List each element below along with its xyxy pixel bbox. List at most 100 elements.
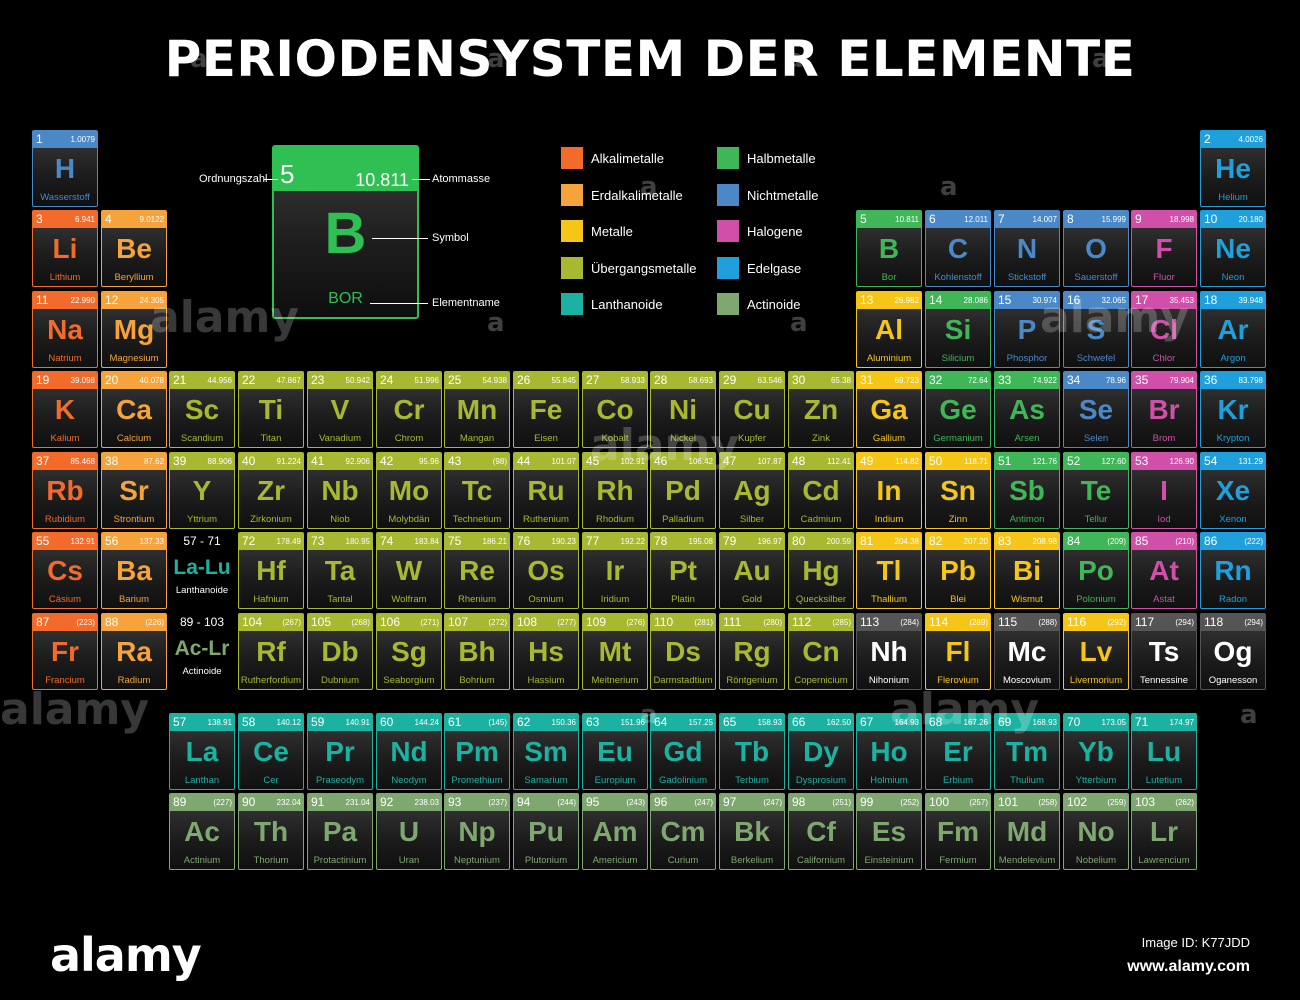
element-cell-w[interactable]: 74 183.84 W Wolfram [376, 532, 442, 609]
element-cell-au[interactable]: 79 196.97 Au Gold [719, 532, 785, 609]
element-cell-cu[interactable]: 29 63.546 Cu Kupfer [719, 371, 785, 448]
element-cell-tb[interactable]: 65 158.93 Tb Terbium [719, 713, 785, 790]
element-cell-gd[interactable]: 64 157.25 Gd Gadolinium [650, 713, 716, 790]
element-cell-ce[interactable]: 58 140.12 Ce Cer [238, 713, 304, 790]
element-cell-y[interactable]: 39 88.906 Y Yttrium [169, 452, 235, 529]
element-cell-nd[interactable]: 60 144.24 Nd Neodym [376, 713, 442, 790]
element-cell-p[interactable]: 15 30.974 P Phosphor [994, 291, 1060, 368]
element-cell-ra[interactable]: 88 (226) Ra Radium [101, 613, 167, 690]
element-cell-pd[interactable]: 46 106.42 Pd Palladium [650, 452, 716, 529]
element-cell-b[interactable]: 5 10.811 B Bor [856, 210, 922, 287]
element-cell-in[interactable]: 49 114.82 In Indium [856, 452, 922, 529]
element-cell-ba[interactable]: 56 137.33 Ba Barium [101, 532, 167, 609]
element-cell-xe[interactable]: 54 131.29 Xe Xenon [1200, 452, 1266, 529]
element-cell-bh[interactable]: 107 (272) Bh Bohrium [444, 613, 510, 690]
element-cell-np[interactable]: 93 (237) Np Neptunium [444, 793, 510, 870]
element-cell-yb[interactable]: 70 173.05 Yb Ytterbium [1063, 713, 1129, 790]
element-cell-u[interactable]: 92 238.03 U Uran [376, 793, 442, 870]
element-cell-la[interactable]: 57 138.91 La Lanthan [169, 713, 235, 790]
element-cell-cs[interactable]: 55 132.91 Cs Cäsium [32, 532, 98, 609]
element-cell-nb[interactable]: 41 92.906 Nb Niob [307, 452, 373, 529]
element-cell-nh[interactable]: 113 (284) Nh Nihonium [856, 613, 922, 690]
element-cell-mn[interactable]: 25 54.938 Mn Mangan [444, 371, 510, 448]
element-cell-ca[interactable]: 20 40.078 Ca Calcium [101, 371, 167, 448]
element-cell-he[interactable]: 2 4.0026 He Helium [1200, 130, 1266, 207]
element-cell-rh[interactable]: 45 102.91 Rh Rhodium [582, 452, 648, 529]
element-cell-cm[interactable]: 96 (247) Cm Curium [650, 793, 716, 870]
element-cell-co[interactable]: 27 58.933 Co Kobalt [582, 371, 648, 448]
element-cell-ir[interactable]: 77 192.22 Ir Iridium [582, 532, 648, 609]
element-cell-ga[interactable]: 31 69.723 Ga Gallium [856, 371, 922, 448]
element-cell-ti[interactable]: 22 47.867 Ti Titan [238, 371, 304, 448]
element-cell-rg[interactable]: 111 (280) Rg Röntgenium [719, 613, 785, 690]
element-cell-fm[interactable]: 100 (257) Fm Fermium [925, 793, 991, 870]
element-cell-tl[interactable]: 81 204.38 Tl Thallium [856, 532, 922, 609]
element-cell-lv[interactable]: 116 (292) Lv Livermorium [1063, 613, 1129, 690]
element-cell-bi[interactable]: 83 208.98 Bi Wismut [994, 532, 1060, 609]
element-cell-be[interactable]: 4 9.0122 Be Beryllium [101, 210, 167, 287]
element-cell-br[interactable]: 35 79.904 Br Brom [1131, 371, 1197, 448]
element-cell-sm[interactable]: 62 150.36 Sm Samarium [513, 713, 579, 790]
element-cell-pm[interactable]: 61 (145) Pm Promethium [444, 713, 510, 790]
element-cell-fe[interactable]: 26 55.845 Fe Eisen [513, 371, 579, 448]
element-cell-na[interactable]: 11 22.990 Na Natrium [32, 291, 98, 368]
element-cell-er[interactable]: 68 167.26 Er Erbium [925, 713, 991, 790]
element-cell-tm[interactable]: 69 168.93 Tm Thulium [994, 713, 1060, 790]
element-cell-zr[interactable]: 40 91.224 Zr Zirkonium [238, 452, 304, 529]
element-cell-sr[interactable]: 38 87.62 Sr Strontium [101, 452, 167, 529]
element-cell-es[interactable]: 99 (252) Es Einsteinium [856, 793, 922, 870]
element-cell-pb[interactable]: 82 207.20 Pb Blei [925, 532, 991, 609]
element-cell-n[interactable]: 7 14.007 N Stickstoff [994, 210, 1060, 287]
element-cell-sn[interactable]: 50 118.71 Sn Zinn [925, 452, 991, 529]
element-cell-se[interactable]: 34 78.96 Se Selen [1063, 371, 1129, 448]
element-cell-ag[interactable]: 47 107.87 Ag Silber [719, 452, 785, 529]
element-cell-h[interactable]: 1 1.0079 H Wasserstoff [32, 130, 98, 207]
element-cell-sc[interactable]: 21 44.956 Sc Scandium [169, 371, 235, 448]
element-cell-mg[interactable]: 12 24.305 Mg Magnesium [101, 291, 167, 368]
element-cell-s[interactable]: 16 32.065 S Schwefel [1063, 291, 1129, 368]
element-cell-te[interactable]: 52 127.60 Te Tellur [1063, 452, 1129, 529]
element-cell-dy[interactable]: 66 162.50 Dy Dysprosium [788, 713, 854, 790]
element-cell-cn[interactable]: 112 (285) Cn Copernicium [788, 613, 854, 690]
element-cell-pu[interactable]: 94 (244) Pu Plutonium [513, 793, 579, 870]
element-cell-li[interactable]: 3 6.941 Li Lithium [32, 210, 98, 287]
element-cell-no[interactable]: 102 (259) No Nobelium [1063, 793, 1129, 870]
element-cell-at[interactable]: 85 (210) At Astat [1131, 532, 1197, 609]
element-cell-hg[interactable]: 80 200.59 Hg Quecksilber [788, 532, 854, 609]
element-cell-c[interactable]: 6 12.011 C Kohlenstoff [925, 210, 991, 287]
element-cell-mo[interactable]: 42 95.96 Mo Molybdän [376, 452, 442, 529]
element-cell-ru[interactable]: 44 101.07 Ru Ruthenium [513, 452, 579, 529]
element-cell-ho[interactable]: 67 164.93 Ho Holmium [856, 713, 922, 790]
element-cell-lu[interactable]: 71 174.97 Lu Lutetium [1131, 713, 1197, 790]
element-cell-rf[interactable]: 104 (267) Rf Rutherfordium [238, 613, 304, 690]
element-cell-ds[interactable]: 110 (281) Ds Darmstadtium [650, 613, 716, 690]
element-cell-lr[interactable]: 103 (262) Lr Lawrencium [1131, 793, 1197, 870]
element-cell-k[interactable]: 19 39.098 K Kalium [32, 371, 98, 448]
element-cell-am[interactable]: 95 (243) Am Americium [582, 793, 648, 870]
element-cell-mc[interactable]: 115 (288) Mc Moscovium [994, 613, 1060, 690]
element-cell-si[interactable]: 14 28.086 Si Silicium [925, 291, 991, 368]
element-cell-ge[interactable]: 32 72.64 Ge Germanium [925, 371, 991, 448]
element-cell-ar[interactable]: 18 39.948 Ar Argon [1200, 291, 1266, 368]
element-cell-v[interactable]: 23 50.942 V Vanadium [307, 371, 373, 448]
element-cell-og[interactable]: 118 (294) Og Oganesson [1200, 613, 1266, 690]
element-cell-pt[interactable]: 78 195.08 Pt Platin [650, 532, 716, 609]
element-cell-hs[interactable]: 108 (277) Hs Hassium [513, 613, 579, 690]
element-cell-bk[interactable]: 97 (247) Bk Berkelium [719, 793, 785, 870]
element-cell-sg[interactable]: 106 (271) Sg Seaborgium [376, 613, 442, 690]
element-cell-cl[interactable]: 17 35.453 Cl Chlor [1131, 291, 1197, 368]
element-cell-cf[interactable]: 98 (251) Cf Californium [788, 793, 854, 870]
element-cell-al[interactable]: 13 26.982 Al Aluminium [856, 291, 922, 368]
element-cell-db[interactable]: 105 (268) Db Dubnium [307, 613, 373, 690]
element-cell-zn[interactable]: 30 65.38 Zn Zink [788, 371, 854, 448]
element-cell-kr[interactable]: 36 83.798 Kr Krypton [1200, 371, 1266, 448]
element-cell-sb[interactable]: 51 121.76 Sb Antimon [994, 452, 1060, 529]
element-cell-fl[interactable]: 114 (289) Fl Flerovium [925, 613, 991, 690]
element-cell-th[interactable]: 90 232.04 Th Thorium [238, 793, 304, 870]
element-cell-re[interactable]: 75 186.21 Re Rhenium [444, 532, 510, 609]
element-cell-fr[interactable]: 87 (223) Fr Francium [32, 613, 98, 690]
element-cell-cd[interactable]: 48 112.41 Cd Cadmium [788, 452, 854, 529]
element-cell-hf[interactable]: 72 178.49 Hf Hafnium [238, 532, 304, 609]
element-cell-pa[interactable]: 91 231.04 Pa Protactinium [307, 793, 373, 870]
element-cell-f[interactable]: 9 18.998 F Fluor [1131, 210, 1197, 287]
